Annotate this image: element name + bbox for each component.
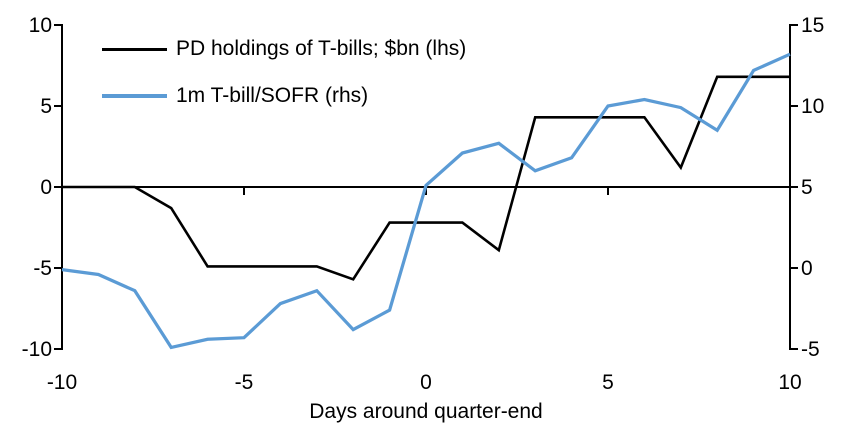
x-tick-label: 10 bbox=[778, 371, 801, 394]
x-axis-title: Days around quarter-end bbox=[309, 400, 543, 423]
y-right-tick-label: 10 bbox=[801, 95, 824, 118]
series-group bbox=[61, 52, 791, 350]
y-left-tick-label: 10 bbox=[29, 14, 52, 37]
y-left-tick-label: -10 bbox=[22, 338, 52, 361]
legend-label-tbill-sofr: 1m T-bill/SOFR (rhs) bbox=[176, 84, 369, 107]
legend: PD holdings of T-bills; $bn (lhs) 1m T-b… bbox=[102, 36, 466, 109]
x-tick-label: 0 bbox=[420, 371, 432, 394]
x-tick-label: -10 bbox=[47, 371, 77, 394]
x-tick-label: -5 bbox=[235, 371, 254, 394]
legend-swatch-pd-holdings bbox=[102, 47, 167, 51]
y-right-tick-label: 0 bbox=[801, 257, 813, 280]
y-left-tick-label: 0 bbox=[40, 176, 52, 199]
y-right-tick-label: 5 bbox=[801, 176, 813, 199]
legend-label-pd-holdings: PD holdings of T-bills; $bn (lhs) bbox=[176, 37, 467, 60]
y-left-tick-label: 5 bbox=[40, 95, 52, 118]
legend-swatch-tbill-sofr bbox=[102, 94, 167, 98]
tick-labels-group: 10 5 0 -5 -10 15 10 5 0 -5 -10 -5 0 5 10 bbox=[22, 14, 825, 394]
x-tick-label: 5 bbox=[602, 371, 614, 394]
y-right-tick-label: -5 bbox=[801, 338, 820, 361]
y-right-tick-label: 15 bbox=[801, 14, 824, 37]
y-left-tick-label: -5 bbox=[33, 257, 52, 280]
legend-item-pd-holdings: PD holdings of T-bills; $bn (lhs) bbox=[102, 36, 466, 62]
legend-item-tbill-sofr: 1m T-bill/SOFR (rhs) bbox=[102, 83, 466, 109]
series-line-0 bbox=[62, 75, 790, 281]
series-line-1 bbox=[61, 52, 791, 350]
